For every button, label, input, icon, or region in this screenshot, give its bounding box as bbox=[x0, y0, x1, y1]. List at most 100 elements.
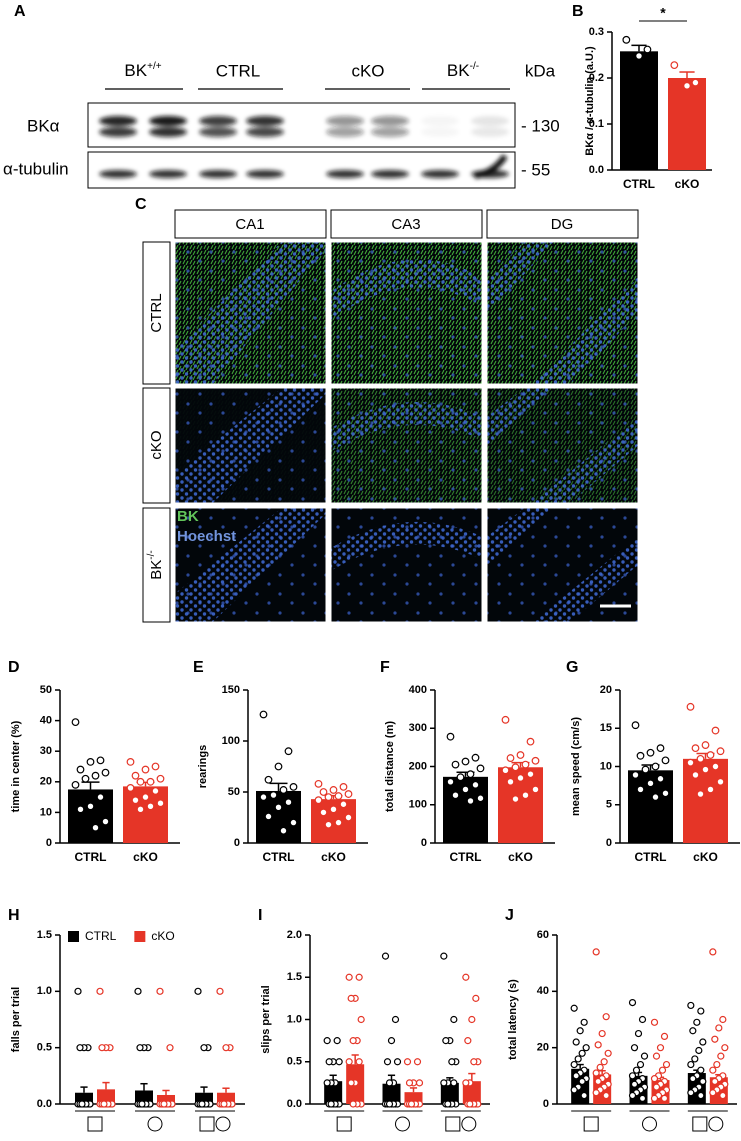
data-point bbox=[701, 741, 710, 749]
panel-letter: I bbox=[258, 907, 262, 924]
data-point bbox=[138, 1100, 146, 1108]
y-tick-label: 0.0 bbox=[37, 1098, 52, 1110]
data-point bbox=[709, 948, 717, 956]
bar bbox=[217, 1092, 235, 1104]
data-point bbox=[71, 780, 80, 789]
data-point bbox=[126, 784, 135, 792]
y-axis-label: slips per trial bbox=[260, 985, 272, 1053]
panel-c: C CA1 CA3 DG CTRL cKO BK-/- BK Hoechst bbox=[135, 196, 639, 623]
bar bbox=[68, 789, 113, 843]
data-point bbox=[284, 747, 293, 756]
data-point bbox=[324, 793, 333, 801]
data-point bbox=[470, 1058, 478, 1066]
data-point bbox=[687, 1060, 695, 1069]
data-point bbox=[222, 1044, 230, 1052]
data-point bbox=[76, 1044, 84, 1052]
data-point bbox=[638, 1015, 647, 1024]
y-axis-label: BKα / α-tubulin (a.U.) bbox=[584, 46, 596, 156]
data-point bbox=[216, 987, 224, 995]
y-tick-label: 0 bbox=[46, 837, 52, 849]
blot-group-label: BK+/+ bbox=[124, 61, 161, 81]
data-point bbox=[719, 1015, 727, 1024]
data-point bbox=[670, 61, 679, 70]
row-header-box bbox=[142, 241, 171, 385]
column-header-box bbox=[174, 209, 327, 239]
data-point bbox=[274, 803, 283, 812]
condition-icon bbox=[199, 1116, 215, 1132]
panel-letter: J bbox=[505, 907, 514, 924]
band bbox=[371, 116, 409, 126]
data-point bbox=[580, 1018, 588, 1026]
data-point bbox=[319, 788, 328, 796]
bar bbox=[462, 1081, 481, 1104]
row-header: cKO bbox=[148, 430, 165, 459]
data-point bbox=[314, 796, 323, 805]
data-point bbox=[632, 1066, 641, 1074]
data-point bbox=[136, 805, 145, 814]
band bbox=[471, 116, 509, 126]
x-tick-label: CTRL bbox=[263, 850, 295, 864]
data-point bbox=[355, 973, 363, 981]
bar bbox=[382, 1083, 401, 1104]
data-point bbox=[462, 1079, 470, 1087]
data-point bbox=[385, 1100, 394, 1108]
data-point bbox=[451, 791, 460, 800]
data-point bbox=[721, 1044, 729, 1052]
bar bbox=[440, 1082, 459, 1104]
data-point bbox=[711, 1035, 719, 1043]
panel-letter: F bbox=[380, 659, 390, 676]
data-point bbox=[687, 1089, 695, 1097]
data-point bbox=[592, 1069, 600, 1077]
y-tick-label: 0.5 bbox=[287, 1056, 302, 1068]
data-point bbox=[592, 1089, 600, 1097]
data-point bbox=[146, 777, 155, 786]
data-point bbox=[466, 1100, 474, 1108]
band bbox=[326, 127, 364, 137]
data-point bbox=[596, 1063, 604, 1071]
y-tick-label: 0 bbox=[606, 837, 612, 849]
data-point bbox=[200, 1044, 208, 1052]
data-point bbox=[516, 774, 525, 782]
data-point bbox=[706, 785, 715, 794]
y-tick-label: 300 bbox=[409, 722, 427, 734]
row-header: CTRL bbox=[148, 293, 165, 332]
data-point bbox=[691, 78, 700, 87]
condition-icon bbox=[708, 1116, 724, 1132]
data-point bbox=[440, 1079, 448, 1087]
blot-strip bbox=[87, 151, 516, 189]
band bbox=[421, 127, 459, 137]
band bbox=[149, 170, 187, 178]
y-tick-label: 200 bbox=[409, 760, 427, 772]
bar bbox=[75, 1092, 93, 1104]
data-point bbox=[383, 1058, 392, 1066]
y-axis-label: mean speed (cm/s) bbox=[570, 717, 582, 816]
data-point bbox=[100, 1100, 108, 1108]
band bbox=[246, 116, 284, 126]
stain-legend: BK bbox=[177, 508, 199, 525]
data-point bbox=[151, 787, 160, 795]
data-point bbox=[578, 1049, 586, 1057]
hoechst-layer bbox=[487, 242, 638, 384]
data-point bbox=[706, 751, 715, 759]
row-header: BK-/- bbox=[146, 550, 165, 579]
data-point bbox=[96, 793, 105, 801]
data-point bbox=[683, 81, 691, 90]
column-header-box bbox=[486, 209, 639, 239]
panel-letter: D bbox=[8, 659, 20, 676]
data-point bbox=[279, 826, 288, 835]
hoechst-layer bbox=[331, 259, 482, 321]
column-header-box bbox=[330, 209, 483, 239]
label-sup: -/- bbox=[470, 61, 479, 72]
condition-icon bbox=[461, 1116, 477, 1132]
y-axis-label: total distance (m) bbox=[384, 721, 396, 812]
bar bbox=[97, 1089, 115, 1104]
data-point bbox=[131, 796, 140, 805]
data-point bbox=[220, 1100, 228, 1108]
data-point bbox=[716, 777, 725, 786]
data-point bbox=[506, 777, 515, 786]
data-point bbox=[689, 1027, 697, 1035]
data-point bbox=[602, 1091, 610, 1100]
bar bbox=[668, 78, 706, 170]
data-point bbox=[574, 1055, 582, 1063]
data-point bbox=[661, 756, 670, 765]
